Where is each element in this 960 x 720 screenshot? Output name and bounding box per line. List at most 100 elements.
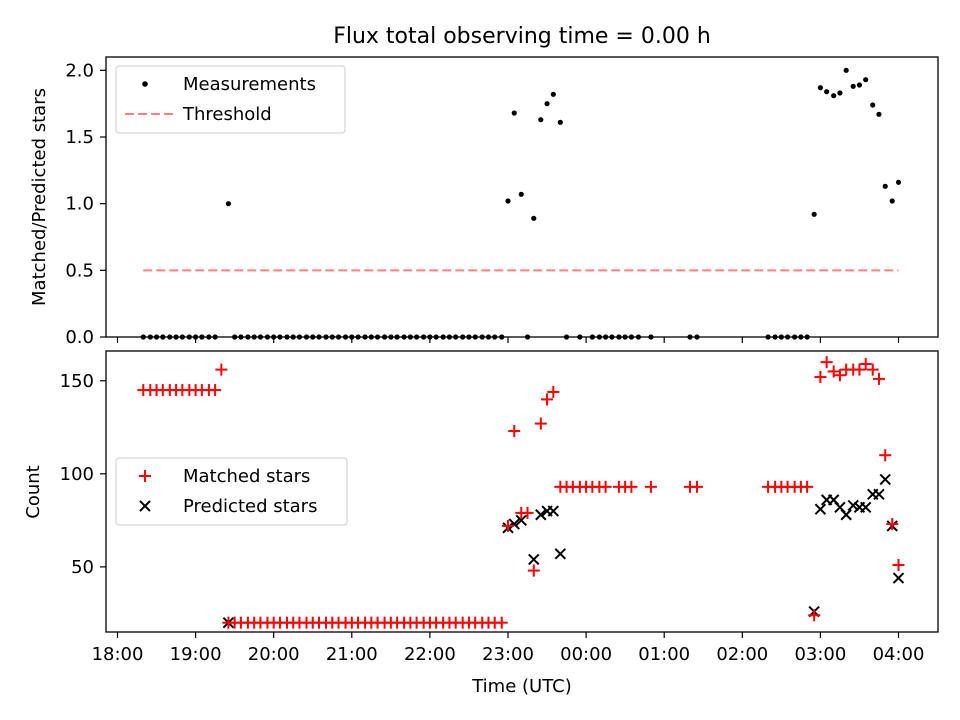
bottom-x-tick-label: 19:00	[170, 644, 222, 665]
measurement-point	[499, 334, 505, 340]
measurement-point	[524, 334, 531, 340]
measurement-point	[518, 191, 524, 197]
measurement-point	[251, 334, 257, 340]
measurement-point	[335, 334, 342, 340]
bottom-legend: Matched stars Predicted stars	[115, 457, 348, 526]
matched-star-point	[820, 356, 833, 369]
measurement-point	[485, 334, 492, 340]
measurement-point	[271, 334, 277, 340]
measurement-point	[362, 334, 368, 340]
measurement-point	[863, 77, 869, 83]
bottom-x-tick-label: 21:00	[326, 644, 378, 665]
top-y-tick-label: 1.0	[65, 194, 94, 215]
matched-star-point	[495, 616, 508, 629]
measurement-point	[421, 334, 427, 340]
top-panel: 0.00.51.01.52.0 Matched/Predicted stars …	[29, 56, 939, 348]
measurement-point	[414, 334, 420, 340]
top-y-ticks: 0.0 0.5 1.0 1.5 2.0	[65, 60, 106, 348]
predicted-star-point	[814, 503, 827, 515]
measurement-point	[349, 334, 355, 340]
predicted-star-point	[873, 488, 885, 500]
matched-star-point	[625, 480, 638, 493]
measurement-point	[765, 334, 771, 340]
bottom-x-tick-label: 03:00	[794, 644, 846, 665]
top-y-tick-label: 0.0	[65, 327, 94, 348]
matched-star-point	[833, 369, 846, 382]
bottom-x-tick-label: 22:00	[404, 644, 456, 665]
bottom-x-tick-label: 01:00	[638, 644, 690, 665]
measurement-point	[798, 334, 804, 340]
measurement-point	[804, 334, 810, 340]
measurement-point	[407, 334, 413, 340]
measurement-point	[687, 334, 693, 340]
top-y-tick-label: 2.0	[65, 60, 94, 81]
measurement-point	[193, 334, 199, 340]
top-legend-box	[115, 65, 346, 134]
bottom-y-tick-label: 100	[60, 464, 94, 485]
measurement-point	[622, 334, 628, 340]
bottom-y-tick-label: 150	[60, 371, 94, 392]
measurement-point	[225, 201, 232, 207]
measurement-point	[394, 334, 400, 340]
measurement-point	[589, 334, 595, 340]
top-plot-frame	[105, 56, 939, 338]
matched-star-point	[644, 480, 657, 493]
measurement-point	[310, 334, 316, 340]
measurement-point	[179, 334, 185, 340]
measurement-point	[466, 334, 472, 340]
measurement-point	[199, 334, 205, 340]
measurement-point	[153, 334, 160, 340]
measurement-point	[342, 334, 349, 340]
measurement-point	[238, 334, 244, 340]
measurement-point	[824, 89, 830, 95]
bottom-plot-frame	[105, 350, 939, 633]
measurement-point	[296, 334, 303, 340]
measurement-point	[843, 67, 849, 73]
measurement-point	[290, 334, 296, 340]
measurement-point	[329, 334, 335, 340]
bottom-x-tick-label: 04:00	[873, 644, 925, 665]
matched-star-point	[853, 363, 866, 376]
measurement-point	[440, 334, 446, 340]
measurement-point	[323, 334, 329, 340]
bottom-x-tick-label: 20:00	[248, 644, 300, 665]
measurement-point	[316, 334, 322, 340]
predicted-star-point	[515, 514, 527, 527]
top-y-axis-label: Matched/Predicted stars	[29, 88, 50, 306]
measurement-point	[401, 334, 407, 340]
measurement-point	[453, 334, 459, 340]
measurement-point	[368, 334, 374, 340]
top-y-tick-label: 1.5	[65, 127, 94, 148]
matched-star-point	[508, 425, 521, 438]
legend-matched-marker	[139, 470, 151, 482]
bottom-x-tick-label: 02:00	[716, 644, 768, 665]
bottom-panel: 50 100 150 18:00 19:00 20:00 21:00 22:00 23:00 0…	[23, 350, 939, 697]
measurement-point	[427, 334, 433, 340]
measurement-point	[784, 334, 791, 340]
matched-star-point	[886, 518, 899, 531]
bottom-y-tick-label: 50	[71, 557, 94, 578]
matched-star-point	[209, 384, 222, 397]
legend-measurements-marker	[142, 81, 148, 87]
measurement-point	[538, 117, 544, 123]
bottom-legend-box	[115, 457, 348, 526]
measurement-point	[603, 334, 609, 340]
measurement-point	[889, 198, 895, 204]
matched-star-point	[892, 559, 905, 572]
measurement-point	[140, 334, 146, 340]
predicted-star-point	[547, 505, 560, 517]
measurement-point	[147, 334, 153, 340]
bottom-x-tick-label: 18:00	[92, 644, 144, 665]
predicted-star-point	[554, 548, 567, 560]
legend-threshold-label: Threshold	[182, 104, 272, 125]
measurement-point	[303, 334, 310, 340]
matched-star-point	[502, 519, 514, 532]
measurement-point	[382, 334, 388, 340]
measurement-point	[355, 334, 361, 340]
matched-star-point	[215, 363, 228, 376]
matched-star-point	[599, 480, 612, 493]
top-legend: Measurements Threshold	[115, 65, 346, 134]
measurement-point	[596, 334, 602, 340]
measurement-point	[212, 334, 218, 340]
predicted-star-point	[879, 473, 891, 486]
